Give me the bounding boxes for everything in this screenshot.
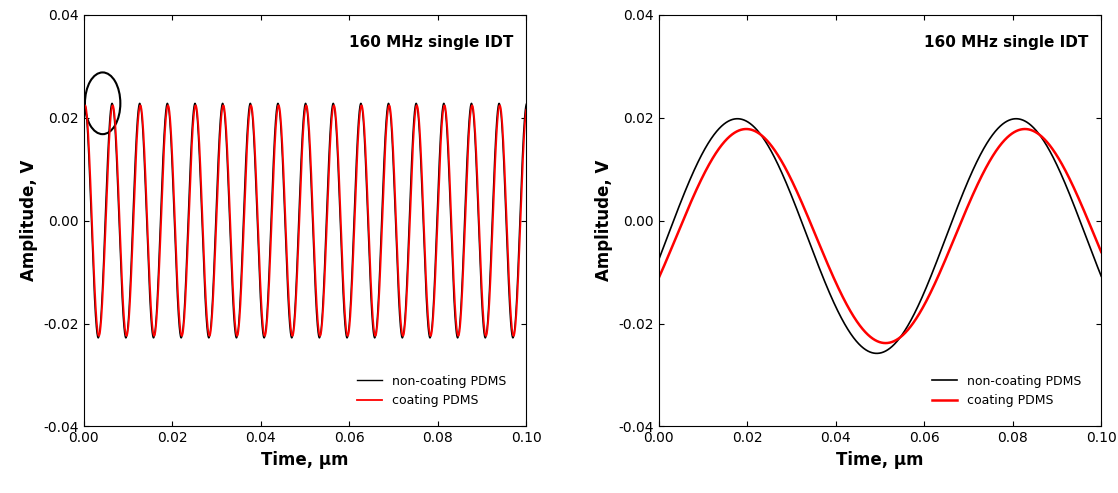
- non-coating PDMS: [428, 255, 442, 261]
- Legend: non-coating PDMS, coating PDMS: non-coating PDMS, coating PDMS: [352, 370, 511, 412]
- coating PDMS: [879, 340, 892, 346]
- coating PDMS: [428, 271, 442, 277]
- Y-axis label: Amplitude, V: Amplitude, V: [20, 160, 38, 282]
- coating PDMS: [915, 308, 928, 314]
- coating PDMS: [1004, 132, 1017, 138]
- Line: non-coating PDMS: non-coating PDMS: [84, 104, 527, 338]
- non-coating PDMS: [339, 329, 352, 335]
- coating PDMS: [100, 209, 113, 215]
- coating PDMS: [934, 269, 947, 275]
- non-coating PDMS: [237, 200, 250, 206]
- Line: non-coating PDMS: non-coating PDMS: [659, 119, 1101, 353]
- non-coating PDMS: [1004, 117, 1017, 123]
- X-axis label: Time, μm: Time, μm: [836, 451, 923, 469]
- non-coating PDMS: [405, 153, 418, 159]
- Text: 160 MHz single IDT: 160 MHz single IDT: [923, 35, 1088, 50]
- non-coating PDMS: [674, 198, 688, 204]
- coating PDMS: [520, 107, 533, 113]
- non-coating PDMS: [77, 101, 91, 107]
- non-coating PDMS: [1095, 273, 1108, 279]
- coating PDMS: [77, 107, 91, 113]
- coating PDMS: [674, 222, 688, 228]
- coating PDMS: [78, 103, 92, 108]
- Y-axis label: Amplitude, V: Amplitude, V: [595, 160, 613, 282]
- non-coating PDMS: [652, 256, 665, 262]
- non-coating PDMS: [100, 191, 113, 197]
- coating PDMS: [813, 241, 826, 246]
- coating PDMS: [1018, 126, 1032, 132]
- non-coating PDMS: [934, 250, 947, 256]
- non-coating PDMS: [506, 335, 520, 341]
- non-coating PDMS: [915, 297, 928, 303]
- Legend: non-coating PDMS, coating PDMS: non-coating PDMS, coating PDMS: [927, 370, 1086, 412]
- Text: 160 MHz single IDT: 160 MHz single IDT: [349, 35, 513, 50]
- non-coating PDMS: [813, 265, 826, 271]
- non-coating PDMS: [980, 140, 994, 146]
- coating PDMS: [1095, 249, 1108, 255]
- coating PDMS: [506, 333, 520, 339]
- coating PDMS: [980, 163, 994, 169]
- X-axis label: Time, μm: Time, μm: [262, 451, 349, 469]
- coating PDMS: [405, 169, 418, 175]
- coating PDMS: [358, 135, 371, 141]
- coating PDMS: [652, 275, 665, 281]
- coating PDMS: [237, 217, 250, 223]
- Line: coating PDMS: coating PDMS: [84, 106, 527, 336]
- non-coating PDMS: [77, 101, 91, 106]
- non-coating PDMS: [358, 147, 371, 153]
- coating PDMS: [339, 320, 352, 326]
- non-coating PDMS: [731, 116, 745, 122]
- non-coating PDMS: [520, 101, 533, 107]
- non-coating PDMS: [870, 351, 883, 356]
- Line: coating PDMS: coating PDMS: [659, 129, 1101, 343]
